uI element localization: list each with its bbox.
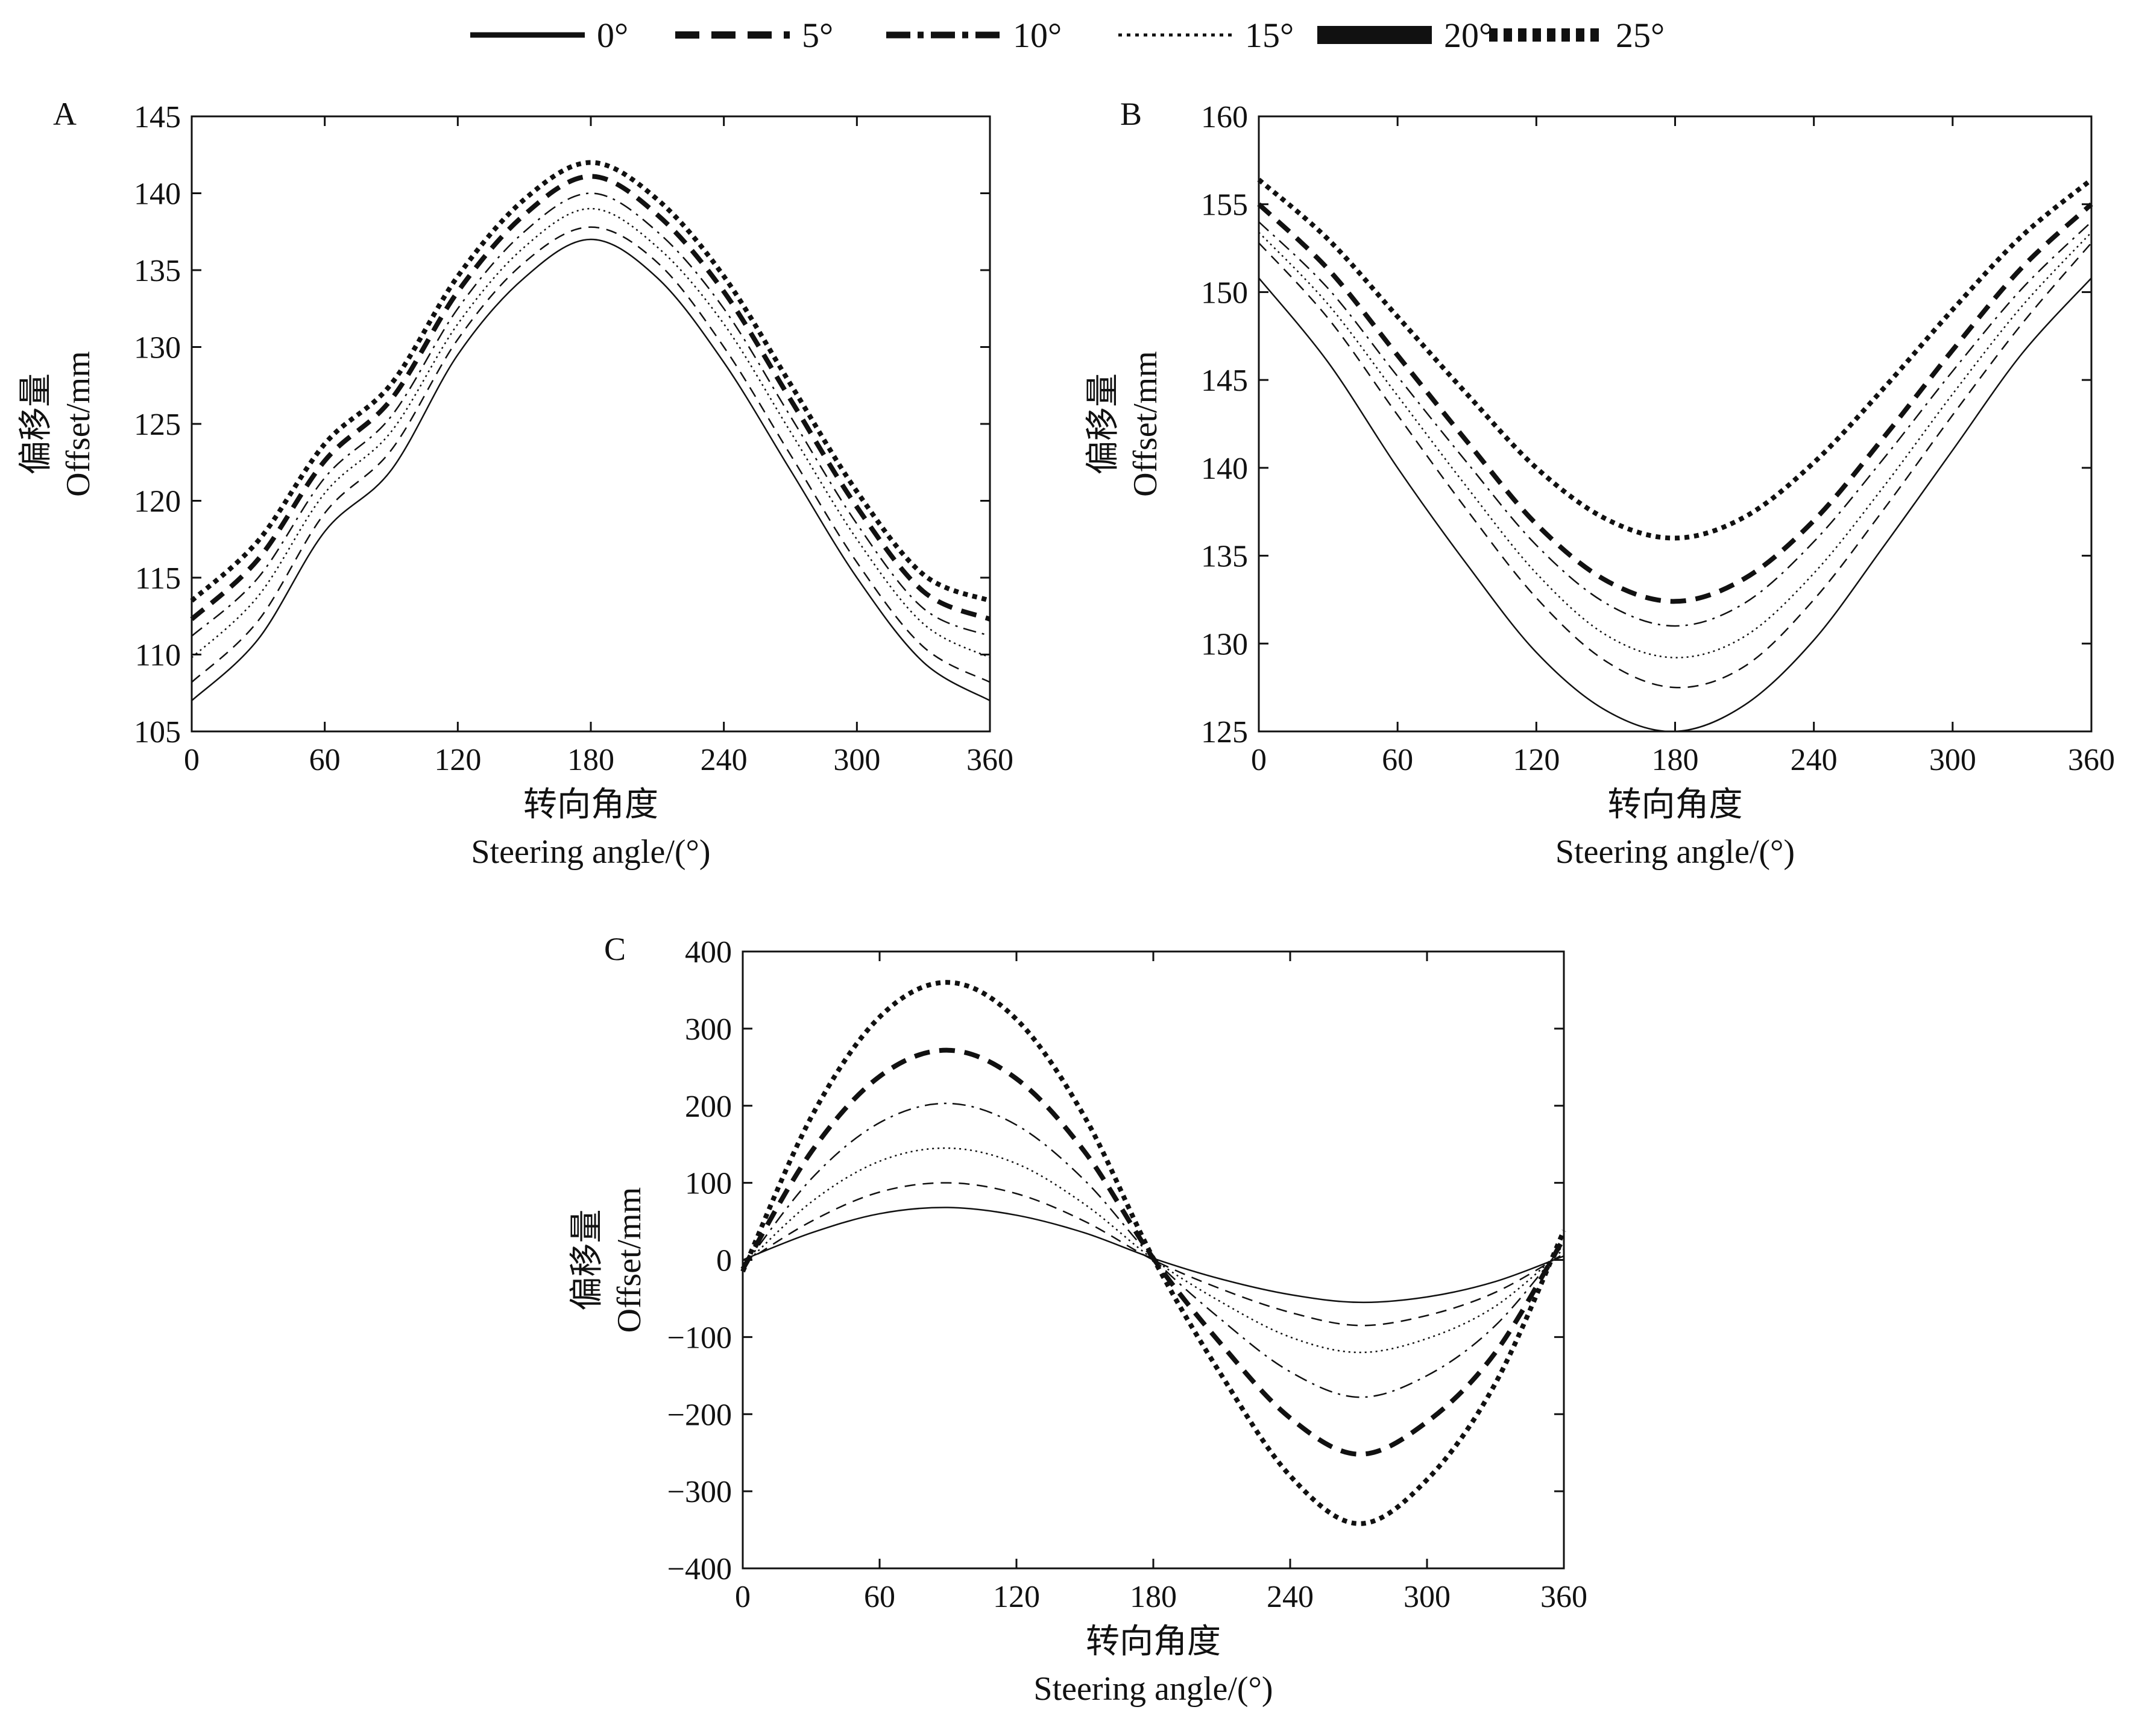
panel-a: 0 60 120 180 240 300 360 105 110 115 120 125 130 135 1… <box>17 96 1013 871</box>
y-tick-label: 100 <box>685 1167 732 1201</box>
y-tick-label: 300 <box>685 1012 732 1047</box>
y-tick-label: 105 <box>134 715 181 750</box>
series-line-2 <box>1258 221 2092 627</box>
y-axis-title-en: Offset/mm <box>60 351 97 497</box>
x-tick-label: 60 <box>1382 743 1413 777</box>
y-tick-label: 0 <box>716 1244 732 1278</box>
series-line-2 <box>191 192 991 637</box>
panel-label: C <box>604 931 626 967</box>
y-tick-label: 160 <box>1201 100 1248 134</box>
y-tick-label: 200 <box>685 1090 732 1124</box>
series-line-1 <box>742 1182 1564 1327</box>
y-axis-title-cn: 偏移量 <box>1085 373 1122 475</box>
y-tick-label: −300 <box>667 1475 732 1509</box>
series-line-0 <box>1258 277 2092 733</box>
series-line-4 <box>740 1047 1566 1457</box>
x-axis-title-en: Steering angle/(°) <box>1033 1670 1273 1708</box>
y-tick-label: 135 <box>134 254 181 288</box>
x-tick-label: 240 <box>1791 743 1838 777</box>
series-line-4 <box>190 174 991 622</box>
x-tick-label: 360 <box>966 743 1013 777</box>
series-line-0 <box>191 238 991 702</box>
series-line-1 <box>191 226 991 683</box>
y-tick-label: 120 <box>134 485 181 519</box>
panel-b: 0 60 120 180 240 300 360 125 130 135 140 145 150 155 1… <box>1085 96 2115 871</box>
panel-label: B <box>1120 96 1142 132</box>
panel-c: 0 60 120 180 240 300 360 −400 −300 −200 −100 0 100 20… <box>569 931 1587 1708</box>
y-tick-label: 130 <box>1201 627 1248 661</box>
y-tick-label: 125 <box>134 408 181 442</box>
x-tick-label: 0 <box>184 743 200 777</box>
x-axis-title-cn: 转向角度 <box>1086 1623 1221 1661</box>
series-line-5 <box>1257 177 2093 541</box>
y-tick-label: 140 <box>1201 452 1248 486</box>
legend-label-1: 5° <box>802 16 833 55</box>
x-tick-label: 180 <box>567 743 614 777</box>
series-line-4 <box>1257 202 2093 604</box>
y-tick-label: 110 <box>135 639 181 673</box>
legend: 0° 5° 10° 15° 20° 25° <box>470 16 1665 55</box>
x-axis-title-en: Steering angle/(°) <box>1555 833 1795 871</box>
legend-label-5: 25° <box>1616 16 1665 55</box>
x-tick-label: 300 <box>833 743 880 777</box>
x-tick-label: 120 <box>1513 743 1560 777</box>
series-line-3 <box>191 207 991 658</box>
x-tick-label: 60 <box>864 1580 895 1614</box>
y-tick-label: −200 <box>667 1398 732 1432</box>
y-tick-label: 145 <box>134 100 181 134</box>
y-tick-label: 115 <box>135 561 181 596</box>
legend-label-0: 0° <box>597 16 628 55</box>
x-tick-label: 60 <box>309 743 341 777</box>
y-tick-label: 125 <box>1201 715 1248 750</box>
x-tick-label: 360 <box>2068 743 2115 777</box>
x-tick-label: 0 <box>1251 743 1267 777</box>
x-tick-label: 240 <box>1267 1580 1314 1614</box>
y-tick-label: 135 <box>1201 540 1248 574</box>
series-line-2 <box>742 1102 1564 1398</box>
plot-frame <box>191 115 991 733</box>
series-line-1 <box>1258 242 2092 689</box>
x-tick-label: 180 <box>1652 743 1699 777</box>
y-tick-label: 145 <box>1201 364 1248 398</box>
x-tick-label: 300 <box>1404 1580 1451 1614</box>
y-tick-label: 155 <box>1201 188 1248 223</box>
legend-label-2: 10° <box>1013 16 1062 55</box>
y-axis-title-cn: 偏移量 <box>569 1210 606 1311</box>
y-axis-title-cn: 偏移量 <box>17 373 55 475</box>
x-axis-title-en: Steering angle/(°) <box>471 833 710 871</box>
y-axis-title-en: Offset/mm <box>611 1187 648 1333</box>
legend-label-3: 15° <box>1245 16 1294 55</box>
legend-label-4: 20° <box>1444 16 1493 55</box>
x-axis-title-cn: 转向角度 <box>1608 786 1743 824</box>
x-tick-label: 360 <box>1540 1580 1587 1614</box>
panel-label: A <box>53 96 77 132</box>
x-tick-label: 180 <box>1130 1580 1177 1614</box>
y-tick-label: 400 <box>685 935 732 970</box>
x-tick-label: 300 <box>1929 743 1976 777</box>
y-tick-label: 130 <box>134 331 181 365</box>
x-tick-label: 240 <box>701 743 748 777</box>
series-line-3 <box>742 1147 1564 1354</box>
x-tick-label: 120 <box>434 743 481 777</box>
y-axis-title-en: Offset/mm <box>1127 351 1164 497</box>
x-axis-title-cn: 转向角度 <box>523 786 658 824</box>
y-tick-label: −400 <box>667 1552 732 1586</box>
plot-frame <box>1258 115 2093 733</box>
y-tick-label: 140 <box>134 177 181 212</box>
y-tick-label: 150 <box>1201 276 1248 310</box>
x-tick-label: 120 <box>993 1580 1040 1614</box>
series-line-5 <box>740 980 1566 1526</box>
x-tick-label: 0 <box>735 1580 751 1614</box>
y-tick-label: −100 <box>667 1321 732 1355</box>
series-line-5 <box>190 160 991 604</box>
